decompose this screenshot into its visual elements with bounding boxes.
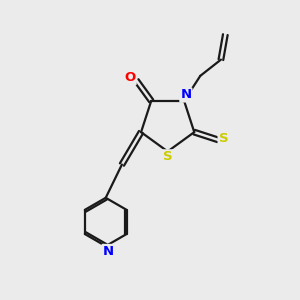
Text: N: N	[103, 245, 114, 258]
Text: N: N	[180, 88, 191, 101]
Text: S: S	[219, 132, 228, 145]
Text: O: O	[124, 71, 136, 84]
Text: S: S	[163, 150, 172, 163]
